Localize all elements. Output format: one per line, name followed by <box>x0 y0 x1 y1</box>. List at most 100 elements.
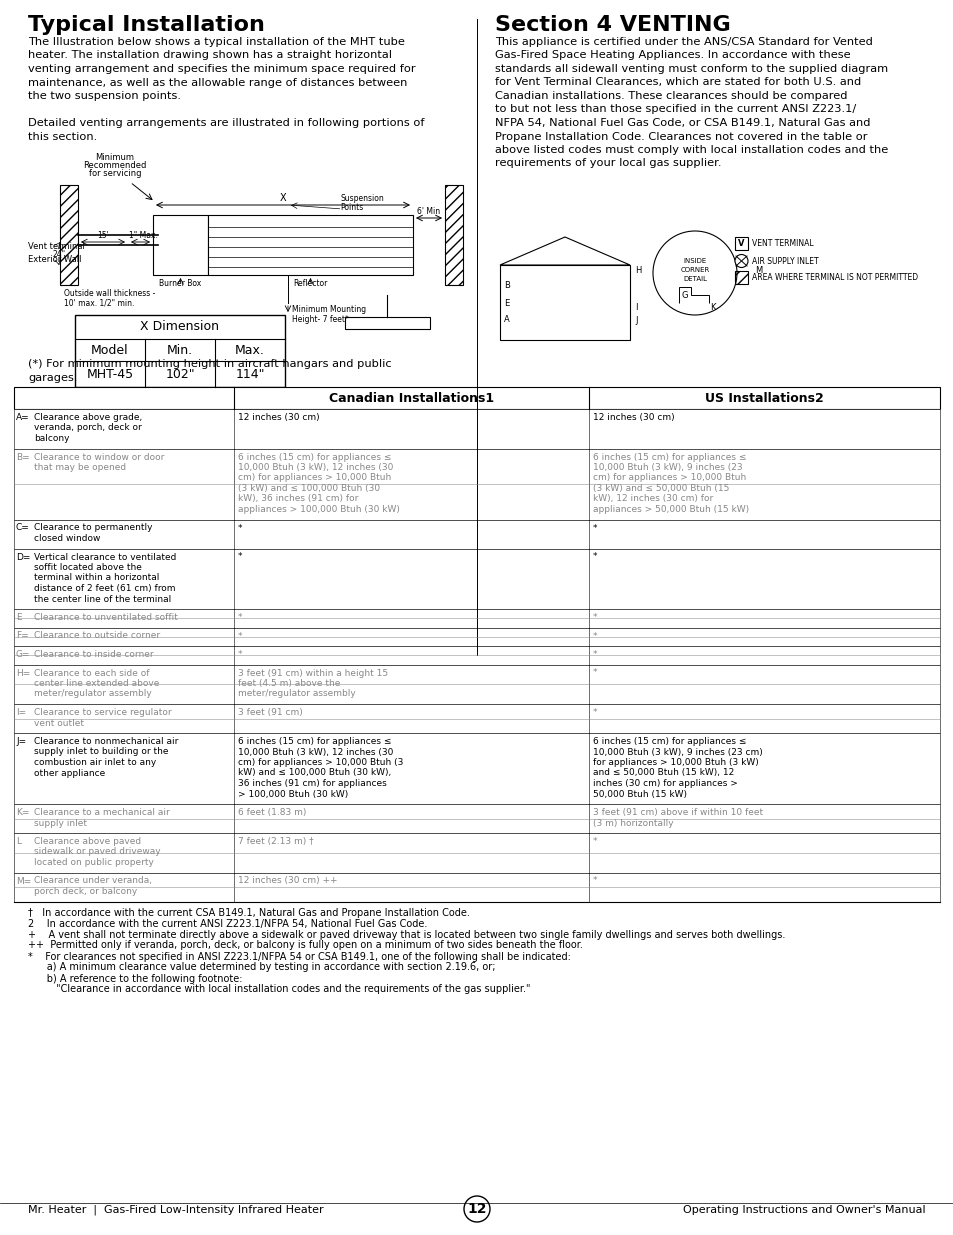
Bar <box>14 627 939 646</box>
Text: 6 feet (1.83 m): 6 feet (1.83 m) <box>237 808 306 818</box>
Text: Propane Installation Code. Clearances not covered in the table or: Propane Installation Code. Clearances no… <box>495 131 866 142</box>
Text: (3 kW) and ≤ 50,000 Btuh (15: (3 kW) and ≤ 50,000 Btuh (15 <box>593 484 729 493</box>
Text: *: * <box>237 613 242 622</box>
Text: Points: Points <box>340 203 363 212</box>
Bar <box>14 520 939 548</box>
Text: kW), 12 inches (30 cm) for: kW), 12 inches (30 cm) for <box>593 494 713 504</box>
Text: the center line of the terminal: the center line of the terminal <box>34 594 172 604</box>
Text: X Dimension: X Dimension <box>140 321 219 333</box>
Text: This appliance is certified under the ANS/CSA Standard for Vented: This appliance is certified under the AN… <box>495 37 872 47</box>
Text: MHT-45: MHT-45 <box>87 368 133 380</box>
Text: Canadian Installations1: Canadian Installations1 <box>329 391 494 405</box>
Bar <box>60 185 78 285</box>
Text: cm) for appliances > 10,000 Btuh (3: cm) for appliances > 10,000 Btuh (3 <box>237 758 403 767</box>
Text: *: * <box>593 524 597 532</box>
Text: 10,000 Btuh (3 kW), 9 inches (23 cm): 10,000 Btuh (3 kW), 9 inches (23 cm) <box>593 747 762 757</box>
Text: the two suspension points.: the two suspension points. <box>28 91 181 101</box>
Text: Minimum Mounting: Minimum Mounting <box>292 305 366 314</box>
Text: a) A minimum clearance value determined by testing in accordance with section 2.: a) A minimum clearance value determined … <box>28 962 495 972</box>
Text: 114": 114" <box>235 368 265 380</box>
Text: 7 feet (2.13 m) †: 7 feet (2.13 m) † <box>237 837 314 846</box>
Text: requirements of your local gas supplier.: requirements of your local gas supplier. <box>495 158 720 168</box>
Text: *: * <box>593 631 597 641</box>
Text: supply inlet to building or the: supply inlet to building or the <box>34 747 169 757</box>
Text: for appliances > 10,000 Btuh (3 kW): for appliances > 10,000 Btuh (3 kW) <box>593 758 758 767</box>
Text: NFPA 54, National Fuel Gas Code, or CSA B149.1, Natural Gas and: NFPA 54, National Fuel Gas Code, or CSA … <box>495 119 869 128</box>
Text: *: * <box>593 877 597 885</box>
Text: E: E <box>16 613 22 622</box>
Text: 12 inches (30 cm): 12 inches (30 cm) <box>237 412 319 422</box>
Bar <box>14 448 939 520</box>
Text: combustion air inlet to any: combustion air inlet to any <box>34 758 156 767</box>
Text: *: * <box>237 552 242 562</box>
Text: to but not less than those specified in the current ANSI Z223.1/: to but not less than those specified in … <box>495 105 856 115</box>
Text: VENT TERMINAL: VENT TERMINAL <box>751 240 813 248</box>
Bar <box>14 704 939 734</box>
Text: sidewalk or paved driveway: sidewalk or paved driveway <box>34 847 160 857</box>
Text: 3 feet (91 cm) within a height 15: 3 feet (91 cm) within a height 15 <box>237 668 388 678</box>
Text: meter/regulator assembly: meter/regulator assembly <box>237 689 355 699</box>
Text: *: * <box>593 668 597 678</box>
Text: Height- 7 feet*: Height- 7 feet* <box>292 315 349 324</box>
Text: above listed codes must comply with local installation codes and the: above listed codes must comply with loca… <box>495 144 887 156</box>
Text: J=: J= <box>16 737 26 746</box>
Text: balcony: balcony <box>34 433 70 443</box>
Text: Min.: Min. <box>167 343 193 357</box>
Bar <box>208 215 413 275</box>
Bar <box>14 734 939 804</box>
Text: (*) For minimum mounting height in aircraft hangars and public: (*) For minimum mounting height in aircr… <box>28 359 392 369</box>
Bar <box>734 270 747 284</box>
Text: center line extended above: center line extended above <box>34 679 159 688</box>
Bar <box>14 409 939 448</box>
Circle shape <box>463 1195 490 1221</box>
Text: appliances > 100,000 Btuh (30 kW): appliances > 100,000 Btuh (30 kW) <box>237 505 399 514</box>
Text: Mr. Heater  |  Gas-Fired Low-Intensity Infrared Heater: Mr. Heater | Gas-Fired Low-Intensity Inf… <box>28 1204 323 1215</box>
Text: L: L <box>16 837 21 846</box>
Text: I: I <box>635 303 637 312</box>
Text: 36 inches (91 cm) for appliances: 36 inches (91 cm) for appliances <box>237 779 386 788</box>
Bar <box>14 609 939 627</box>
Text: D=: D= <box>16 552 30 562</box>
Text: Section 4 VENTING: Section 4 VENTING <box>495 15 730 35</box>
Text: 6' Min: 6' Min <box>417 207 440 216</box>
Text: 6 inches (15 cm) for appliances ≤: 6 inches (15 cm) for appliances ≤ <box>593 737 745 746</box>
Text: distance of 2 feet (61 cm) from: distance of 2 feet (61 cm) from <box>34 584 175 593</box>
Text: and ≤ 50,000 Btuh (15 kW), 12: and ≤ 50,000 Btuh (15 kW), 12 <box>593 768 734 778</box>
Text: 10,000 Btuh (3 kW), 12 inches (30: 10,000 Btuh (3 kW), 12 inches (30 <box>237 463 393 472</box>
Text: F=: F= <box>16 631 29 641</box>
Text: Clearance to service regulator: Clearance to service regulator <box>34 708 172 718</box>
Text: Vent terminal: Vent terminal <box>28 242 85 251</box>
Text: †   In accordance with the current CSA B149.1, Natural Gas and Propane Installat: † In accordance with the current CSA B14… <box>28 908 470 918</box>
Text: *: * <box>237 524 242 532</box>
Text: K: K <box>709 303 715 312</box>
Bar <box>14 646 939 664</box>
Text: Clearance to window or door: Clearance to window or door <box>34 452 164 462</box>
Text: *: * <box>237 650 242 659</box>
Text: for Vent Terminal Clearances, which are stated for both U.S. and: for Vent Terminal Clearances, which are … <box>495 78 861 88</box>
Text: 6 inches (15 cm) for appliances ≤: 6 inches (15 cm) for appliances ≤ <box>593 452 745 462</box>
Text: Recommended: Recommended <box>83 161 147 170</box>
Text: cm) for appliances > 10,000 Btuh: cm) for appliances > 10,000 Btuh <box>593 473 745 483</box>
Text: 15': 15' <box>97 231 109 240</box>
Text: Burner Box: Burner Box <box>159 279 201 288</box>
Text: The Illustration below shows a typical installation of the MHT tube: The Illustration below shows a typical i… <box>28 37 404 47</box>
Bar <box>734 237 747 249</box>
Text: Model: Model <box>91 343 129 357</box>
Bar <box>14 804 939 832</box>
Text: Typical Installation: Typical Installation <box>28 15 265 35</box>
Text: feet (4.5 m) above the: feet (4.5 m) above the <box>237 679 340 688</box>
Text: *: * <box>593 613 597 622</box>
Text: *    For clearances not specified in ANSI Z223.1/NFPA 54 or CSA B149.1, one of t: * For clearances not specified in ANSI Z… <box>28 951 570 962</box>
Bar <box>14 548 939 609</box>
Text: 50,000 Btuh (15 kW): 50,000 Btuh (15 kW) <box>593 789 686 799</box>
Text: K=: K= <box>16 808 30 818</box>
Text: Vertical clearance to ventilated: Vertical clearance to ventilated <box>34 552 176 562</box>
Text: Outside wall thickness -: Outside wall thickness - <box>64 289 155 298</box>
Text: Minimum: Minimum <box>95 153 134 162</box>
Text: US Installations2: US Installations2 <box>704 391 823 405</box>
Polygon shape <box>499 237 629 266</box>
Bar <box>75 315 285 387</box>
Text: 12 inches (30 cm) ++: 12 inches (30 cm) ++ <box>237 877 337 885</box>
Text: Max.: Max. <box>234 343 265 357</box>
Text: Canadian installations. These clearances should be compared: Canadian installations. These clearances… <box>495 91 846 101</box>
